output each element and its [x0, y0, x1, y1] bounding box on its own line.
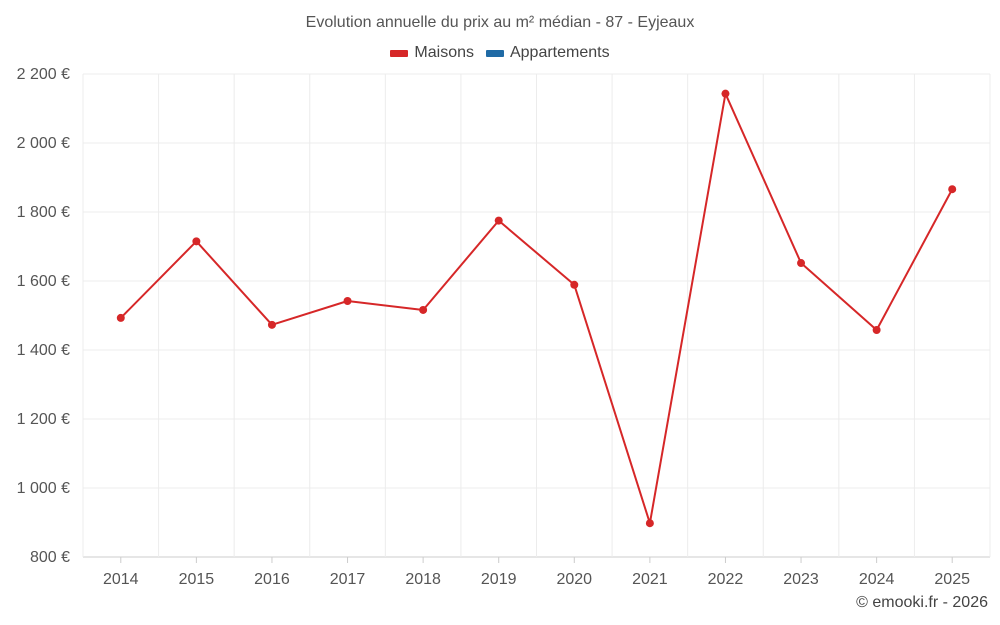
y-tick-label: 1 800 €: [17, 204, 70, 221]
x-axis: 2014 2015 2016 2017 2018 2019 2020 2021 2022 2023…: [103, 557, 970, 588]
data-point-2019: [494, 216, 503, 225]
y-tick-label: 1 200 €: [17, 411, 70, 428]
legend-item-appartements[interactable]: Appartements: [485, 44, 610, 62]
y-tick-label: 2 000 €: [17, 135, 70, 152]
x-tick-label: 2019: [481, 571, 517, 588]
x-tick-label: 2024: [859, 571, 895, 588]
y-tick-label: 1 000 €: [17, 480, 70, 497]
data-point-2017: [343, 297, 352, 306]
data-point-2014: [116, 313, 125, 322]
series-line-maisons: [120, 92, 954, 525]
x-tick-label: 2025: [934, 571, 970, 588]
y-tick-label: 1 600 €: [17, 273, 70, 290]
data-point-2022: [721, 89, 730, 98]
legend-swatch-appartements: [485, 49, 504, 57]
data-point-2020: [570, 280, 579, 289]
credit-text: © emooki.fr - 2026: [856, 594, 988, 611]
y-tick-label: 2 200 €: [17, 66, 70, 83]
data-point-2016: [267, 320, 276, 329]
data-point-2015: [192, 237, 201, 246]
x-tick-label: 2021: [632, 571, 668, 588]
legend-swatch-maisons: [390, 49, 409, 57]
chart-title: Evolution annuelle du prix au m² médian …: [305, 14, 695, 31]
x-tick-label: 2018: [405, 571, 441, 588]
legend-item-maisons[interactable]: Maisons: [390, 44, 474, 62]
legend-label-appartements: Appartements: [509, 44, 610, 61]
y-tick-label: 800 €: [30, 549, 70, 566]
y-tick-label: 1 400 €: [17, 342, 70, 359]
x-tick-label: 2023: [783, 571, 819, 588]
x-tick-label: 2022: [708, 571, 744, 588]
x-tick-label: 2020: [556, 571, 592, 588]
x-tick-label: 2016: [254, 571, 290, 588]
legend-label-maisons: Maisons: [414, 44, 474, 61]
x-tick-label: 2015: [179, 571, 215, 588]
series-layer: [116, 89, 957, 528]
data-point-2018: [419, 305, 428, 314]
data-point-2021: [645, 519, 654, 528]
x-tick-label: 2014: [103, 571, 139, 588]
data-point-2024: [872, 325, 881, 334]
x-tick-label: 2017: [330, 571, 366, 588]
y-axis: 800 € 1 000 € 1 200 € 1 400 € 1 600 € 1 800 €…: [17, 66, 70, 566]
legend: Maisons Appartements: [0, 44, 1000, 62]
grid: [82, 73, 991, 558]
data-point-2025: [948, 185, 957, 194]
data-point-2023: [797, 259, 806, 268]
